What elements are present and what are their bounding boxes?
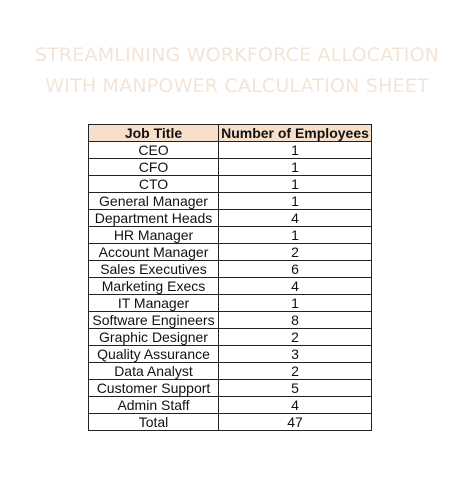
- table-row: Admin Staff 4: [88, 396, 372, 414]
- table-row: Data Analyst 2: [88, 362, 372, 380]
- table-row: Quality Assurance 3: [88, 345, 372, 363]
- job-title-cell: Quality Assurance: [88, 345, 219, 363]
- table-header-row: Job Title Number of Employees: [88, 124, 372, 142]
- job-title-cell: Data Analyst: [88, 362, 219, 380]
- header-job-title: Job Title: [88, 124, 219, 142]
- job-title-cell: Admin Staff: [88, 396, 219, 414]
- table-body: CEO 1 CFO 1 CTO 1 General Manager 1 Departme…: [88, 141, 372, 431]
- header-number-of-employees: Number of Employees: [218, 124, 372, 142]
- job-title-cell: CTO: [88, 175, 219, 193]
- title-line-1: STREAMLINING WORKFORCE ALLOCATION: [34, 44, 440, 66]
- manpower-table: Job Title Number of Employees CEO 1 CFO 1 …: [88, 124, 372, 431]
- job-title-cell: CEO: [88, 141, 219, 159]
- employee-count-cell: 2: [218, 362, 372, 380]
- page-title: STREAMLINING WORKFORCE ALLOCATION WITH M…: [0, 40, 474, 102]
- employee-count-cell: 5: [218, 379, 372, 397]
- employee-count-cell: 2: [218, 243, 372, 261]
- job-title-cell: General Manager: [88, 192, 219, 210]
- table-row: Account Manager 2: [88, 243, 372, 261]
- total-row: Total 47: [88, 413, 372, 431]
- table-row: IT Manager 1: [88, 294, 372, 312]
- job-title-cell: Department Heads: [88, 209, 219, 227]
- employee-count-cell: 4: [218, 277, 372, 295]
- employee-count-cell: 1: [218, 192, 372, 210]
- employee-count-cell: 1: [218, 141, 372, 159]
- employee-count-cell: 8: [218, 311, 372, 329]
- table-row: Graphic Designer 2: [88, 328, 372, 346]
- total-label-cell: Total: [88, 413, 219, 431]
- job-title-cell: Customer Support: [88, 379, 219, 397]
- employee-count-cell: 1: [218, 175, 372, 193]
- employee-count-cell: 2: [218, 328, 372, 346]
- table-row: Customer Support 5: [88, 379, 372, 397]
- job-title-cell: CFO: [88, 158, 219, 176]
- job-title-cell: Graphic Designer: [88, 328, 219, 346]
- table-row: Sales Executives 6: [88, 260, 372, 278]
- total-value-cell: 47: [218, 413, 372, 431]
- job-title-cell: Marketing Execs: [88, 277, 219, 295]
- table-row: Department Heads 4: [88, 209, 372, 227]
- job-title-cell: Account Manager: [88, 243, 219, 261]
- employee-count-cell: 4: [218, 396, 372, 414]
- table-row: Software Engineers 8: [88, 311, 372, 329]
- table-row: CFO 1: [88, 158, 372, 176]
- job-title-cell: Software Engineers: [88, 311, 219, 329]
- job-title-cell: Sales Executives: [88, 260, 219, 278]
- title-line-2: WITH MANPOWER CALCULATION SHEET: [45, 75, 429, 97]
- employee-count-cell: 1: [218, 158, 372, 176]
- job-title-cell: IT Manager: [88, 294, 219, 312]
- employee-count-cell: 1: [218, 226, 372, 244]
- employee-count-cell: 3: [218, 345, 372, 363]
- table-row: CTO 1: [88, 175, 372, 193]
- table-row: Marketing Execs 4: [88, 277, 372, 295]
- employee-count-cell: 1: [218, 294, 372, 312]
- table-row: HR Manager 1: [88, 226, 372, 244]
- table-row: CEO 1: [88, 141, 372, 159]
- table-row: General Manager 1: [88, 192, 372, 210]
- job-title-cell: HR Manager: [88, 226, 219, 244]
- employee-count-cell: 6: [218, 260, 372, 278]
- employee-count-cell: 4: [218, 209, 372, 227]
